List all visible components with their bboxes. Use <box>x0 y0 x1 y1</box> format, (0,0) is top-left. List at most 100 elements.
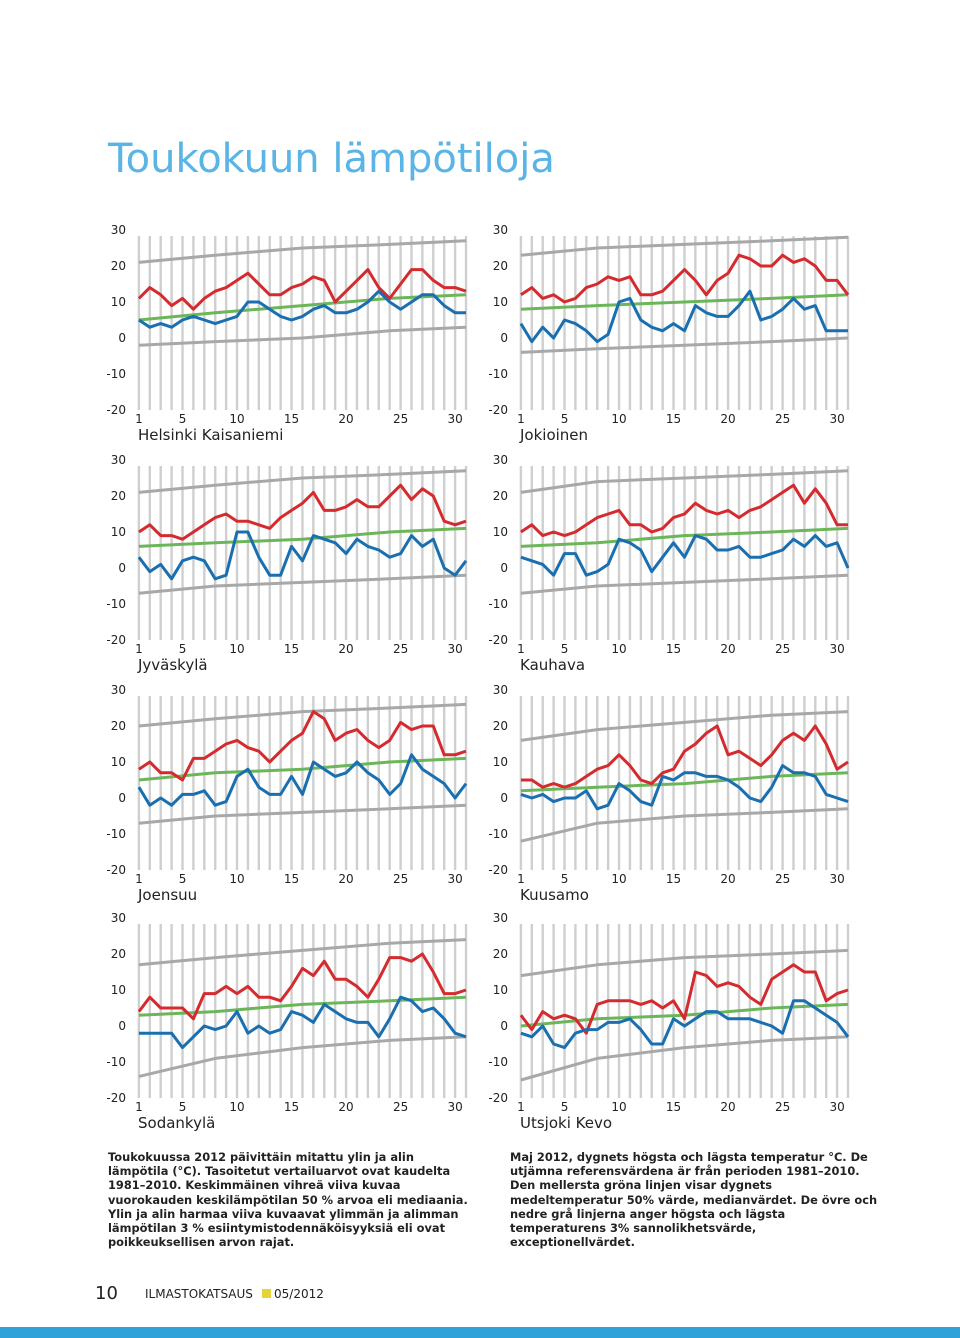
x-tick-label: 5 <box>561 642 569 656</box>
x-tick-label: 15 <box>284 872 299 886</box>
series-line <box>519 289 848 344</box>
station-name: Sodankylä <box>138 1114 215 1132</box>
x-tick-label: 5 <box>179 872 187 886</box>
y-tick-label: 0 <box>118 791 126 805</box>
x-tick-label: 5 <box>561 1100 569 1114</box>
series-line <box>520 534 850 577</box>
caption-fi: Toukokuussa 2012 päivittäin mitattu ylin… <box>108 1150 468 1250</box>
footer-bar <box>0 1327 960 1338</box>
x-tick-label: 20 <box>338 1100 353 1114</box>
y-tick-label: 20 <box>111 489 126 503</box>
station-name: Jyväskylä <box>137 656 208 674</box>
x-tick-label: 20 <box>338 412 353 426</box>
station-name: Kuusamo <box>520 886 589 904</box>
y-tick-label: 30 <box>111 911 126 925</box>
station-name: Joensuu <box>137 886 197 904</box>
y-tick-label: 10 <box>493 295 508 309</box>
issue: 05/2012 <box>274 1287 324 1301</box>
y-tick-label: -10 <box>488 1055 508 1069</box>
x-tick-label: 10 <box>611 872 626 886</box>
station-name: Jokioinen <box>519 426 588 444</box>
x-tick-label: 20 <box>720 412 735 426</box>
x-tick-label: 5 <box>179 642 187 656</box>
y-tick-label: -10 <box>488 367 508 381</box>
x-tick-label: 1 <box>517 1100 525 1114</box>
series-line <box>519 963 849 1035</box>
y-tick-label: -20 <box>488 863 508 877</box>
x-tick-label: 30 <box>447 412 462 426</box>
y-tick-label: -10 <box>106 827 126 841</box>
series-line <box>520 253 850 304</box>
y-tick-label: 30 <box>493 223 508 237</box>
y-tick-label: -10 <box>488 827 508 841</box>
x-tick-label: 5 <box>561 872 569 886</box>
y-tick-label: 30 <box>111 453 126 467</box>
x-tick-label: 15 <box>666 872 681 886</box>
x-tick-label: 30 <box>447 872 462 886</box>
x-tick-label: 10 <box>611 1100 626 1114</box>
x-tick-label: 1 <box>135 872 143 886</box>
x-tick-label: 30 <box>829 642 844 656</box>
x-tick-label: 30 <box>829 412 844 426</box>
x-tick-label: 25 <box>775 1100 790 1114</box>
x-tick-label: 25 <box>393 872 408 886</box>
y-tick-label: -20 <box>106 633 126 647</box>
series-line <box>520 235 849 257</box>
y-tick-label: 0 <box>500 331 508 345</box>
y-tick-label: -20 <box>106 1091 126 1105</box>
series-line <box>138 293 467 322</box>
series-line <box>137 268 467 311</box>
x-tick-label: 1 <box>517 872 525 886</box>
y-tick-label: 20 <box>111 259 126 273</box>
series-line <box>520 469 849 494</box>
station-name: Helsinki Kaisaniemi <box>138 426 283 444</box>
x-tick-label: 5 <box>179 412 187 426</box>
y-tick-label: 30 <box>493 683 508 697</box>
y-tick-label: 0 <box>500 791 508 805</box>
series-line <box>520 771 849 793</box>
y-tick-label: 10 <box>111 525 126 539</box>
x-tick-label: 25 <box>775 642 790 656</box>
series-line <box>138 710 467 782</box>
series-line <box>137 530 468 581</box>
x-tick-label: 30 <box>447 642 462 656</box>
y-tick-label: -20 <box>488 403 508 417</box>
y-tick-label: 20 <box>111 947 126 961</box>
x-tick-label: 1 <box>135 412 143 426</box>
y-tick-label: 10 <box>111 983 126 997</box>
y-tick-label: 0 <box>118 331 126 345</box>
x-tick-label: 30 <box>829 872 844 886</box>
x-tick-label: 25 <box>775 412 790 426</box>
series-line <box>138 573 467 595</box>
x-tick-label: 20 <box>720 642 735 656</box>
x-tick-label: 15 <box>284 412 299 426</box>
series-line <box>520 724 849 789</box>
y-tick-label: -10 <box>106 597 126 611</box>
x-tick-label: 25 <box>393 412 408 426</box>
x-tick-label: 5 <box>561 412 569 426</box>
series-line <box>520 710 849 742</box>
y-tick-label: 20 <box>493 719 508 733</box>
x-tick-label: 20 <box>338 642 353 656</box>
series-line <box>520 807 849 843</box>
x-tick-label: 1 <box>135 1100 143 1114</box>
x-tick-label: 15 <box>666 642 681 656</box>
series-line <box>137 952 467 1021</box>
y-tick-label: 20 <box>493 947 508 961</box>
x-tick-label: 15 <box>284 642 299 656</box>
series-line <box>138 483 467 541</box>
y-tick-label: 30 <box>493 453 508 467</box>
series-line <box>138 239 467 264</box>
page-title: Toukokuun lämpötiloja <box>107 136 555 182</box>
x-tick-label: 15 <box>666 1100 681 1114</box>
y-tick-label: -10 <box>106 1055 126 1069</box>
series-line <box>520 336 849 354</box>
y-tick-label: 30 <box>111 223 126 237</box>
x-tick-label: 20 <box>720 1100 735 1114</box>
x-tick-label: 15 <box>666 412 681 426</box>
series-line <box>138 803 467 825</box>
publication: ILMASTOKATSAUS <box>145 1287 253 1301</box>
x-tick-label: 30 <box>829 1100 844 1114</box>
station-name: Kauhava <box>520 656 585 674</box>
x-tick-label: 15 <box>284 1100 299 1114</box>
